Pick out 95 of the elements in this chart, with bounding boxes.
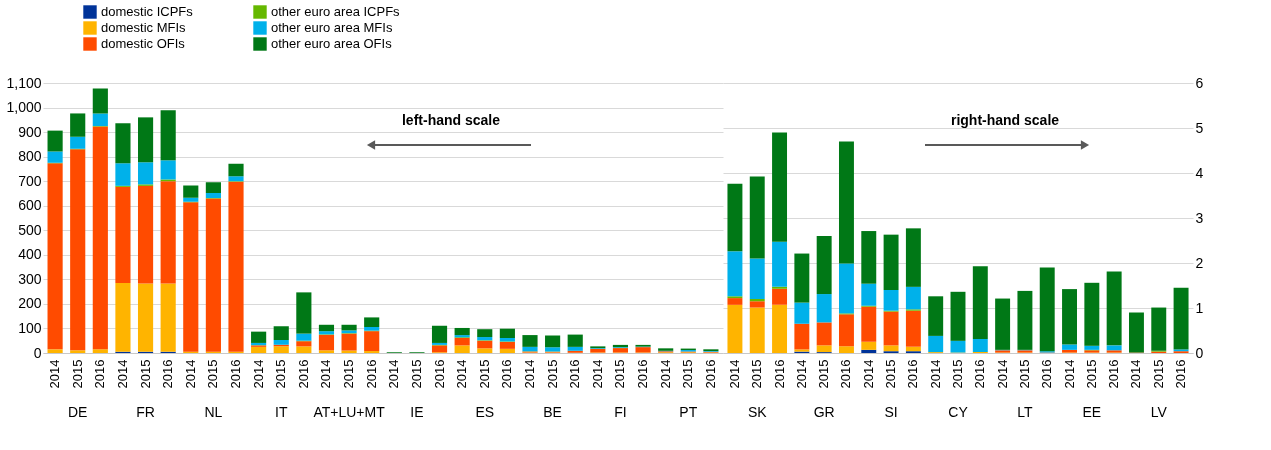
text: FI (614, 404, 627, 420)
x-tick-label: 2015 (544, 359, 560, 389)
legend-label: other euro area OFIs (271, 36, 393, 51)
x-tick-label: 2015 (408, 359, 424, 389)
x-tick-label: 2015 (341, 359, 357, 389)
x-tick-label: 2014 (521, 359, 537, 389)
x-tick-label: 2015 (612, 359, 628, 389)
x-tick-label: 2016 (228, 359, 244, 389)
y-tick-label: 800 (18, 148, 42, 165)
x-tick-label: 2014 (47, 359, 63, 389)
x-tick-label: 2016 (431, 359, 447, 389)
legend-label: other euro area ICPFs (271, 4, 401, 19)
y-tick-label: 1 (1195, 299, 1204, 316)
legend-label: domestic MFIs (101, 20, 187, 35)
x-tick-label: 2014 (386, 359, 402, 389)
y-tick-label: 900 (18, 123, 42, 140)
x-tick-label: 2015 (680, 359, 696, 389)
x-tick-label: 2015 (476, 359, 492, 389)
text: GR (813, 404, 835, 420)
x-tick-label: 2016 (567, 359, 583, 389)
y-tick-label: 1,000 (6, 99, 42, 116)
x-tick-label: 2015 (273, 359, 289, 389)
text: CY (948, 404, 969, 420)
legend-label: domestic ICPFs (101, 4, 194, 19)
text: DE (67, 404, 88, 420)
x-tick-label: 2015 (883, 359, 899, 389)
text: LT (1017, 404, 1034, 420)
text: SI (884, 404, 898, 420)
x-tick-label: 2016 (635, 359, 651, 389)
x-tick-label: 2016 (905, 359, 921, 389)
text: PT (679, 404, 698, 420)
text: LV (1150, 404, 1168, 420)
y-tick-label: 600 (18, 197, 42, 214)
y-tick-label: 3 (1195, 209, 1204, 226)
x-tick-label: 2015 (749, 359, 765, 389)
y-tick-label: 0 (33, 344, 42, 361)
text: EE (1082, 404, 1102, 420)
y-tick-label: 300 (18, 270, 42, 287)
x-tick-label: 2014 (994, 359, 1010, 389)
x-tick-label: 2016 (838, 359, 854, 389)
x-tick-label: 2016 (499, 359, 515, 389)
x-tick-label: 2015 (137, 359, 153, 389)
annotation: right-hand scale (950, 112, 1060, 128)
legend-label: other euro area MFIs (271, 20, 393, 35)
y-tick-label: 400 (18, 246, 42, 263)
text: ES (475, 404, 495, 420)
legend-label: domestic OFIs (101, 36, 186, 51)
text: BE (543, 404, 562, 420)
y-tick-label: 5 (1195, 119, 1204, 136)
text: IT (275, 404, 288, 420)
x-tick-label: 2016 (1173, 359, 1189, 389)
x-tick-label: 2016 (1039, 359, 1055, 389)
x-tick-label: 2016 (771, 359, 787, 389)
x-tick-label: 2015 (205, 359, 221, 389)
y-tick-label: 200 (18, 295, 42, 312)
x-tick-label: 2016 (702, 359, 718, 389)
text: AT+LU+MT (313, 404, 386, 420)
x-tick-label: 2015 (1016, 359, 1032, 389)
annotation: left-hand scale (401, 112, 501, 128)
x-tick-label: 2014 (250, 359, 266, 389)
x-tick-label: 2016 (295, 359, 311, 389)
y-tick-label: 700 (18, 172, 42, 189)
x-tick-label: 2016 (160, 359, 176, 389)
x-tick-label: 2014 (860, 359, 876, 389)
y-tick-label: 2 (1195, 254, 1204, 271)
y-tick-label: 6 (1195, 74, 1204, 91)
x-tick-label: 2015 (69, 359, 85, 389)
x-tick-label: 2014 (1128, 359, 1144, 389)
x-tick-label: 2014 (589, 359, 605, 389)
y-tick-label: 4 (1195, 164, 1204, 181)
y-tick-label: 1,100 (6, 74, 42, 91)
x-tick-label: 2014 (793, 359, 809, 389)
x-tick-label: 2014 (927, 359, 943, 389)
x-tick-label: 2014 (182, 359, 198, 389)
y-tick-label: 100 (18, 319, 42, 336)
x-tick-label: 2014 (454, 359, 470, 389)
y-tick-label: 0 (1195, 344, 1204, 361)
x-tick-label: 2015 (950, 359, 965, 389)
text: IE (410, 404, 424, 420)
y-tick-label: 500 (18, 221, 42, 238)
x-tick-label: 2014 (318, 359, 334, 389)
x-tick-label: 2014 (726, 359, 742, 389)
x-tick-label: 2015 (1150, 359, 1166, 389)
x-tick-label: 2016 (1106, 359, 1122, 389)
x-tick-label: 2015 (1083, 359, 1099, 389)
x-tick-label: 2014 (1061, 359, 1077, 389)
x-tick-label: 2015 (816, 359, 832, 389)
x-tick-label: 2016 (92, 359, 108, 389)
text: FR (136, 404, 155, 420)
text: NL (204, 404, 223, 420)
x-tick-label: 2016 (972, 359, 988, 389)
text: SK (747, 404, 768, 420)
x-tick-label: 2014 (114, 359, 130, 389)
x-tick-label: 2016 (363, 359, 379, 389)
x-tick-label: 2014 (657, 359, 673, 389)
